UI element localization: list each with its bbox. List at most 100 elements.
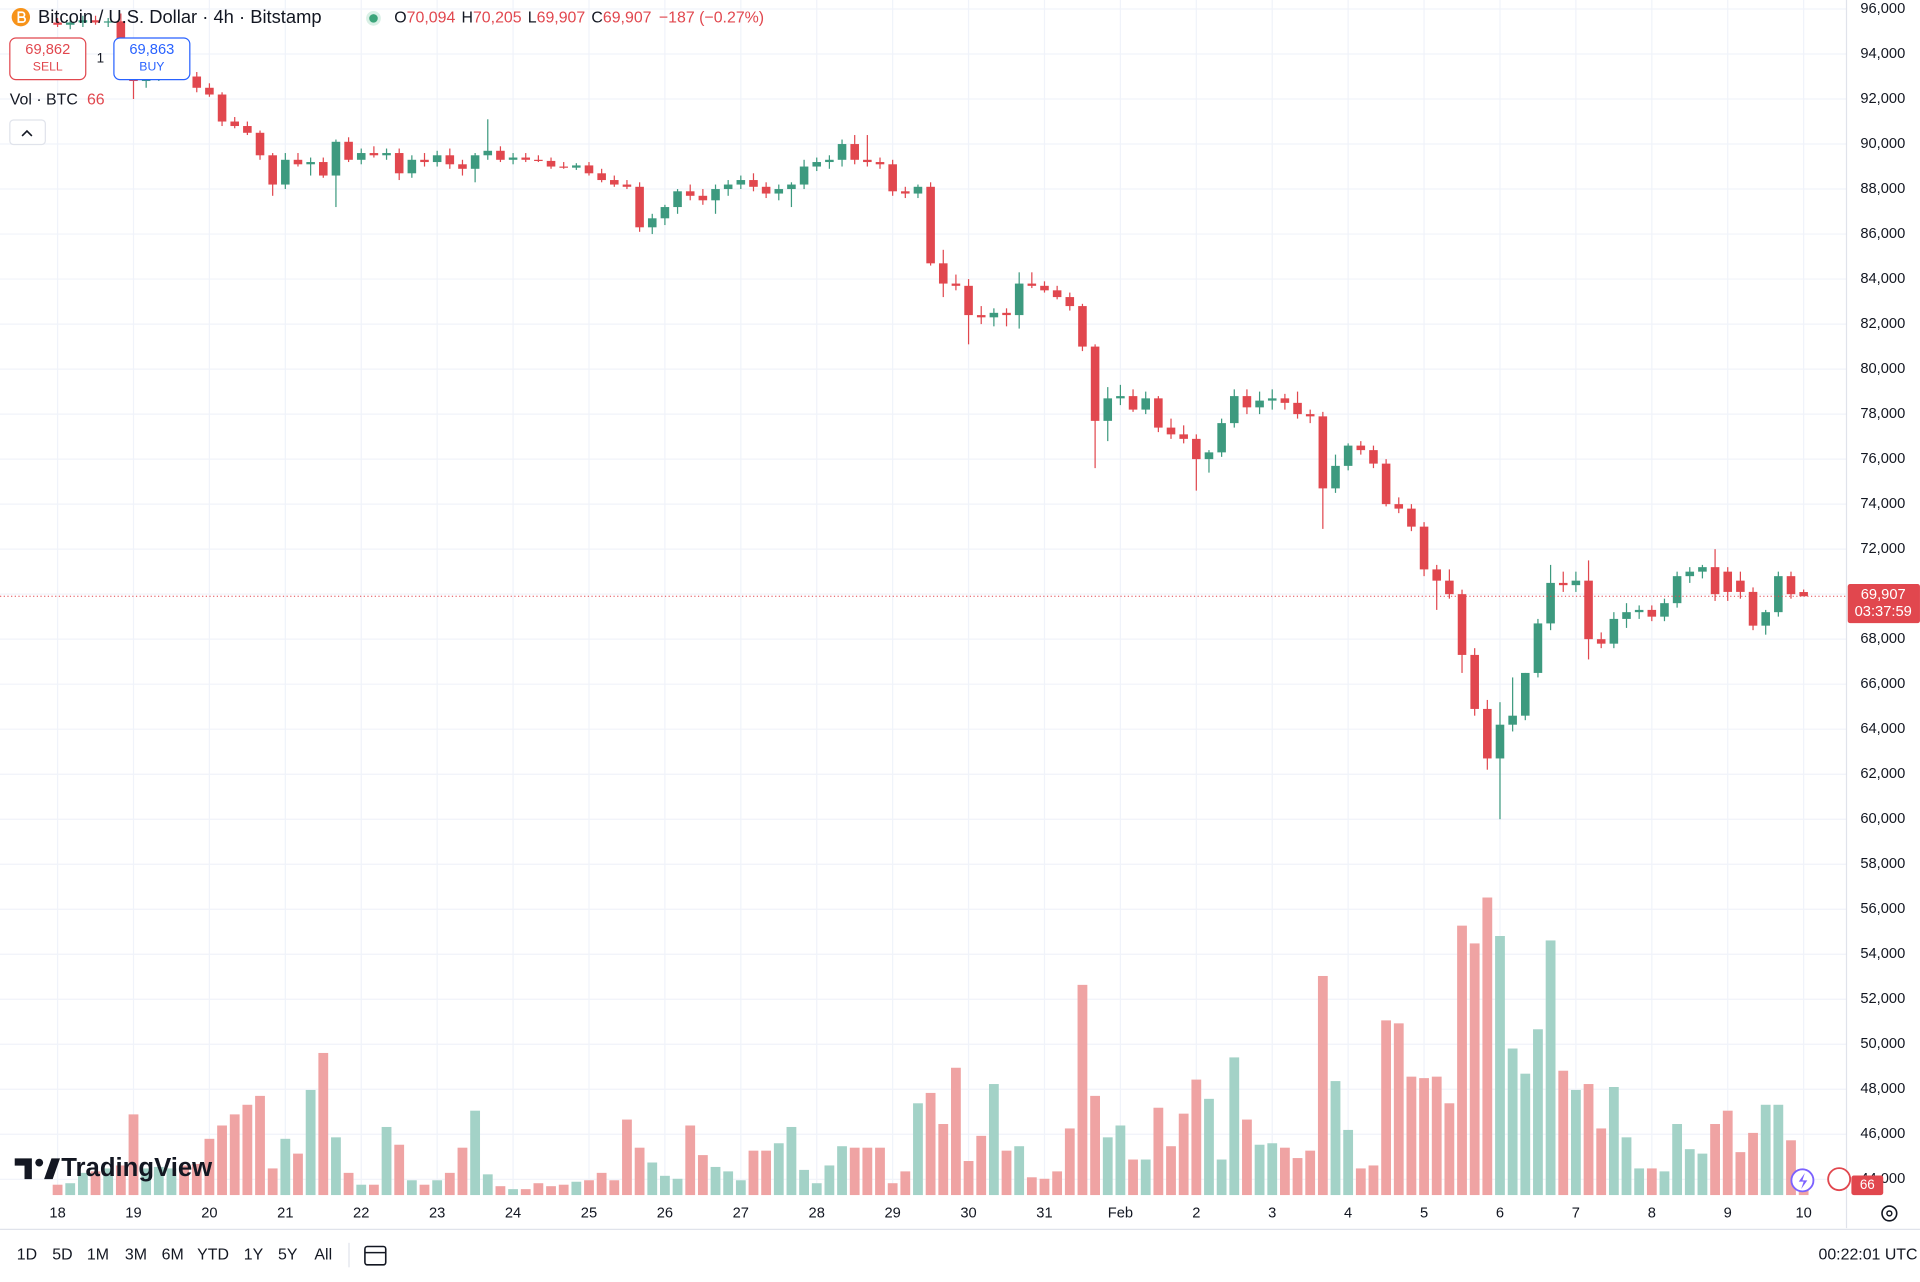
range-button[interactable]: YTD (197, 1246, 229, 1263)
candle-body (1698, 567, 1707, 572)
candle-body (787, 184, 796, 190)
volume-bar (1507, 1048, 1518, 1196)
last-price-label: 69,907 (1861, 587, 1906, 603)
volume-bar (204, 1138, 215, 1196)
candle-body (1685, 571, 1695, 577)
candle-body (116, 21, 126, 48)
candle-body (964, 285, 973, 316)
volume-bar (887, 1183, 898, 1196)
volume-bar (1748, 1132, 1758, 1196)
price-pane (0, 13, 1847, 820)
symbol-title[interactable]: Bitcoin / U.S. Dollar · 4h · Bitstamp (38, 6, 322, 27)
candle-body (1065, 297, 1075, 307)
volume-bar (697, 1155, 708, 1196)
volume-bar (1431, 1076, 1442, 1196)
candle-body (1090, 346, 1100, 421)
volume-bar (1520, 1073, 1531, 1196)
candle-body (812, 162, 822, 167)
candle-body (1381, 463, 1391, 505)
market-status[interactable] (369, 14, 378, 23)
x-tick-label: 19 (125, 1205, 141, 1221)
buy-button[interactable] (113, 37, 191, 81)
candle-body (1761, 612, 1770, 626)
volume-bar (65, 1183, 76, 1196)
candle-body (1672, 576, 1682, 604)
candle-body (1343, 445, 1353, 466)
candle-body (546, 160, 556, 167)
x-tick-label: 25 (581, 1205, 597, 1221)
logo-mark (14, 1158, 32, 1180)
volume-bar (963, 1161, 974, 1196)
range-button[interactable]: 5D (52, 1246, 72, 1263)
volume-bar (1684, 1149, 1695, 1196)
range-button[interactable]: 3M (125, 1246, 147, 1263)
candle-body (1647, 609, 1657, 617)
candle-body (1141, 398, 1150, 410)
volume-bar (1444, 1103, 1455, 1196)
range-button[interactable]: 5Y (278, 1246, 298, 1263)
volume-bar (647, 1162, 658, 1196)
candle-body (1192, 438, 1201, 460)
range-button[interactable]: 1M (87, 1246, 109, 1263)
volume-bar (811, 1183, 822, 1196)
volume-bar (1786, 1140, 1796, 1196)
candle-body (394, 153, 404, 174)
candle-body (1584, 580, 1593, 640)
volume-bar (558, 1184, 569, 1196)
volume-bar (1178, 1113, 1189, 1196)
candle-body (78, 20, 88, 23)
volume-bar (1343, 1129, 1354, 1196)
range-button[interactable]: 1Y (244, 1246, 264, 1263)
candle-body (1394, 504, 1404, 509)
range-button[interactable]: All (314, 1246, 332, 1263)
candle-body (913, 186, 923, 194)
chevron-icon (21, 129, 33, 137)
candle-body (483, 150, 493, 156)
volume-bar (1242, 1119, 1252, 1196)
volume-bar (115, 1165, 126, 1196)
volume-bar (1722, 1110, 1733, 1196)
volume-bar (217, 1125, 227, 1196)
volume-bar (1596, 1128, 1607, 1196)
candle-body (356, 153, 366, 160)
volume-bar (622, 1119, 632, 1196)
date-range-icon[interactable] (364, 1245, 387, 1266)
volume-bar (482, 1174, 493, 1196)
candle-body (1242, 396, 1252, 408)
volume-bar (660, 1175, 670, 1196)
candle-body (799, 166, 809, 185)
candle-body (825, 159, 834, 163)
volume-bar (267, 1168, 278, 1196)
range-button[interactable]: 6M (162, 1246, 184, 1263)
candle-body (1634, 609, 1644, 613)
volume-bar (875, 1147, 885, 1196)
volume-bar (318, 1052, 329, 1196)
volume-bar (1014, 1146, 1025, 1196)
volume-bar (710, 1166, 721, 1196)
candle-body (1217, 423, 1226, 453)
volume-bar (1102, 1137, 1113, 1196)
candle-body (293, 159, 303, 165)
y-tick-label: 60,000 (1860, 811, 1905, 827)
events-icon[interactable] (1827, 1167, 1852, 1192)
x-tick-label: 10 (1795, 1205, 1811, 1221)
volume-bar (723, 1171, 734, 1196)
candle-body (1432, 569, 1442, 581)
range-button[interactable]: 1D (17, 1246, 37, 1263)
settings-icon[interactable] (1881, 1205, 1898, 1222)
candle-body (1318, 416, 1328, 489)
volume-bar (1267, 1143, 1278, 1196)
x-tick-label: 22 (353, 1205, 369, 1221)
x-tick-label: 29 (884, 1205, 900, 1221)
clock[interactable]: 00:22:01 UTC (1818, 1246, 1917, 1263)
volume-bar (1381, 1020, 1392, 1196)
close-value: 69,907 (603, 10, 652, 27)
candle-body (382, 153, 391, 156)
sell-button[interactable] (9, 37, 87, 81)
volume-bar (634, 1147, 645, 1196)
y-tick-label: 54,000 (1860, 946, 1905, 962)
candle-body (610, 180, 619, 185)
y-tick-label: 50,000 (1860, 1036, 1905, 1052)
